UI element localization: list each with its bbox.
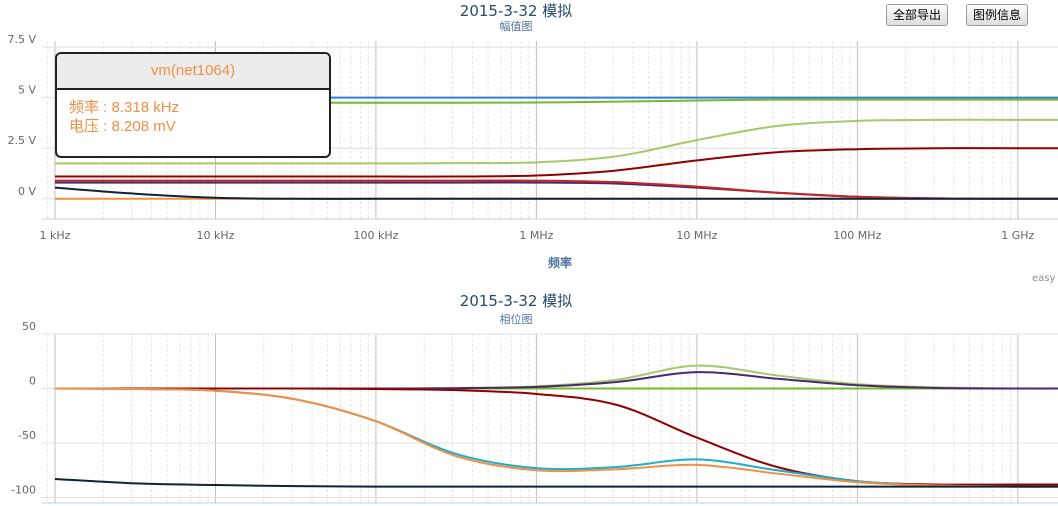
- y-tick-label: 7.5 V: [7, 33, 36, 46]
- series-line: [54, 387, 1058, 488]
- x-tick-label: 100 kHz: [353, 229, 398, 242]
- x-tick-label: 1 kHz: [40, 229, 71, 242]
- x-axis-title: 频率: [548, 255, 572, 270]
- chart-subtitle: 相位图: [500, 312, 533, 326]
- tooltip-title: vm(net1064): [57, 54, 329, 90]
- series-line: [54, 186, 1058, 200]
- chart-title: 2015-3-32 模拟: [460, 292, 572, 310]
- y-tick-label: 2.5 V: [7, 134, 36, 147]
- y-tick-label: 5 V: [18, 84, 36, 97]
- series-line: [54, 147, 1058, 178]
- y-tick-label: 0 V: [18, 185, 36, 198]
- series-line: [54, 478, 1058, 488]
- y-tick-label: 50: [22, 320, 36, 333]
- chart-title: 2015-3-32 模拟: [460, 2, 572, 20]
- tooltip-line: 电压 : 8.208 mV: [69, 118, 176, 135]
- chart-subtitle: 幅值图: [500, 20, 533, 33]
- menu-icon: ⋮: [1054, 297, 1058, 313]
- y-tick-label: -50: [18, 429, 36, 442]
- x-tick-label: 10 MHz: [676, 229, 717, 242]
- tooltip-line: 频率 : 8.318 kHz: [69, 99, 180, 116]
- y-tick-label: -100: [11, 484, 36, 497]
- menu-icon: ⋮: [1054, 7, 1058, 23]
- y-tick-label: 0: [29, 375, 36, 388]
- series-line: [54, 118, 1058, 165]
- tooltip: vm(net1064) 频率 : 8.318 kHz 电压 : 8.208 mV: [55, 52, 331, 158]
- x-tick-label: 10 kHz: [196, 229, 234, 242]
- x-tick-label: 100 MHz: [833, 229, 881, 242]
- x-tick-label: 1 GHz: [1001, 229, 1034, 242]
- export-button[interactable]: 全部导出: [886, 4, 949, 26]
- legend-button[interactable]: 图例信息: [966, 4, 1029, 26]
- series-line: [54, 181, 1058, 200]
- x-tick-label: 1 MHz: [519, 229, 553, 242]
- credit: easy: [1032, 273, 1055, 284]
